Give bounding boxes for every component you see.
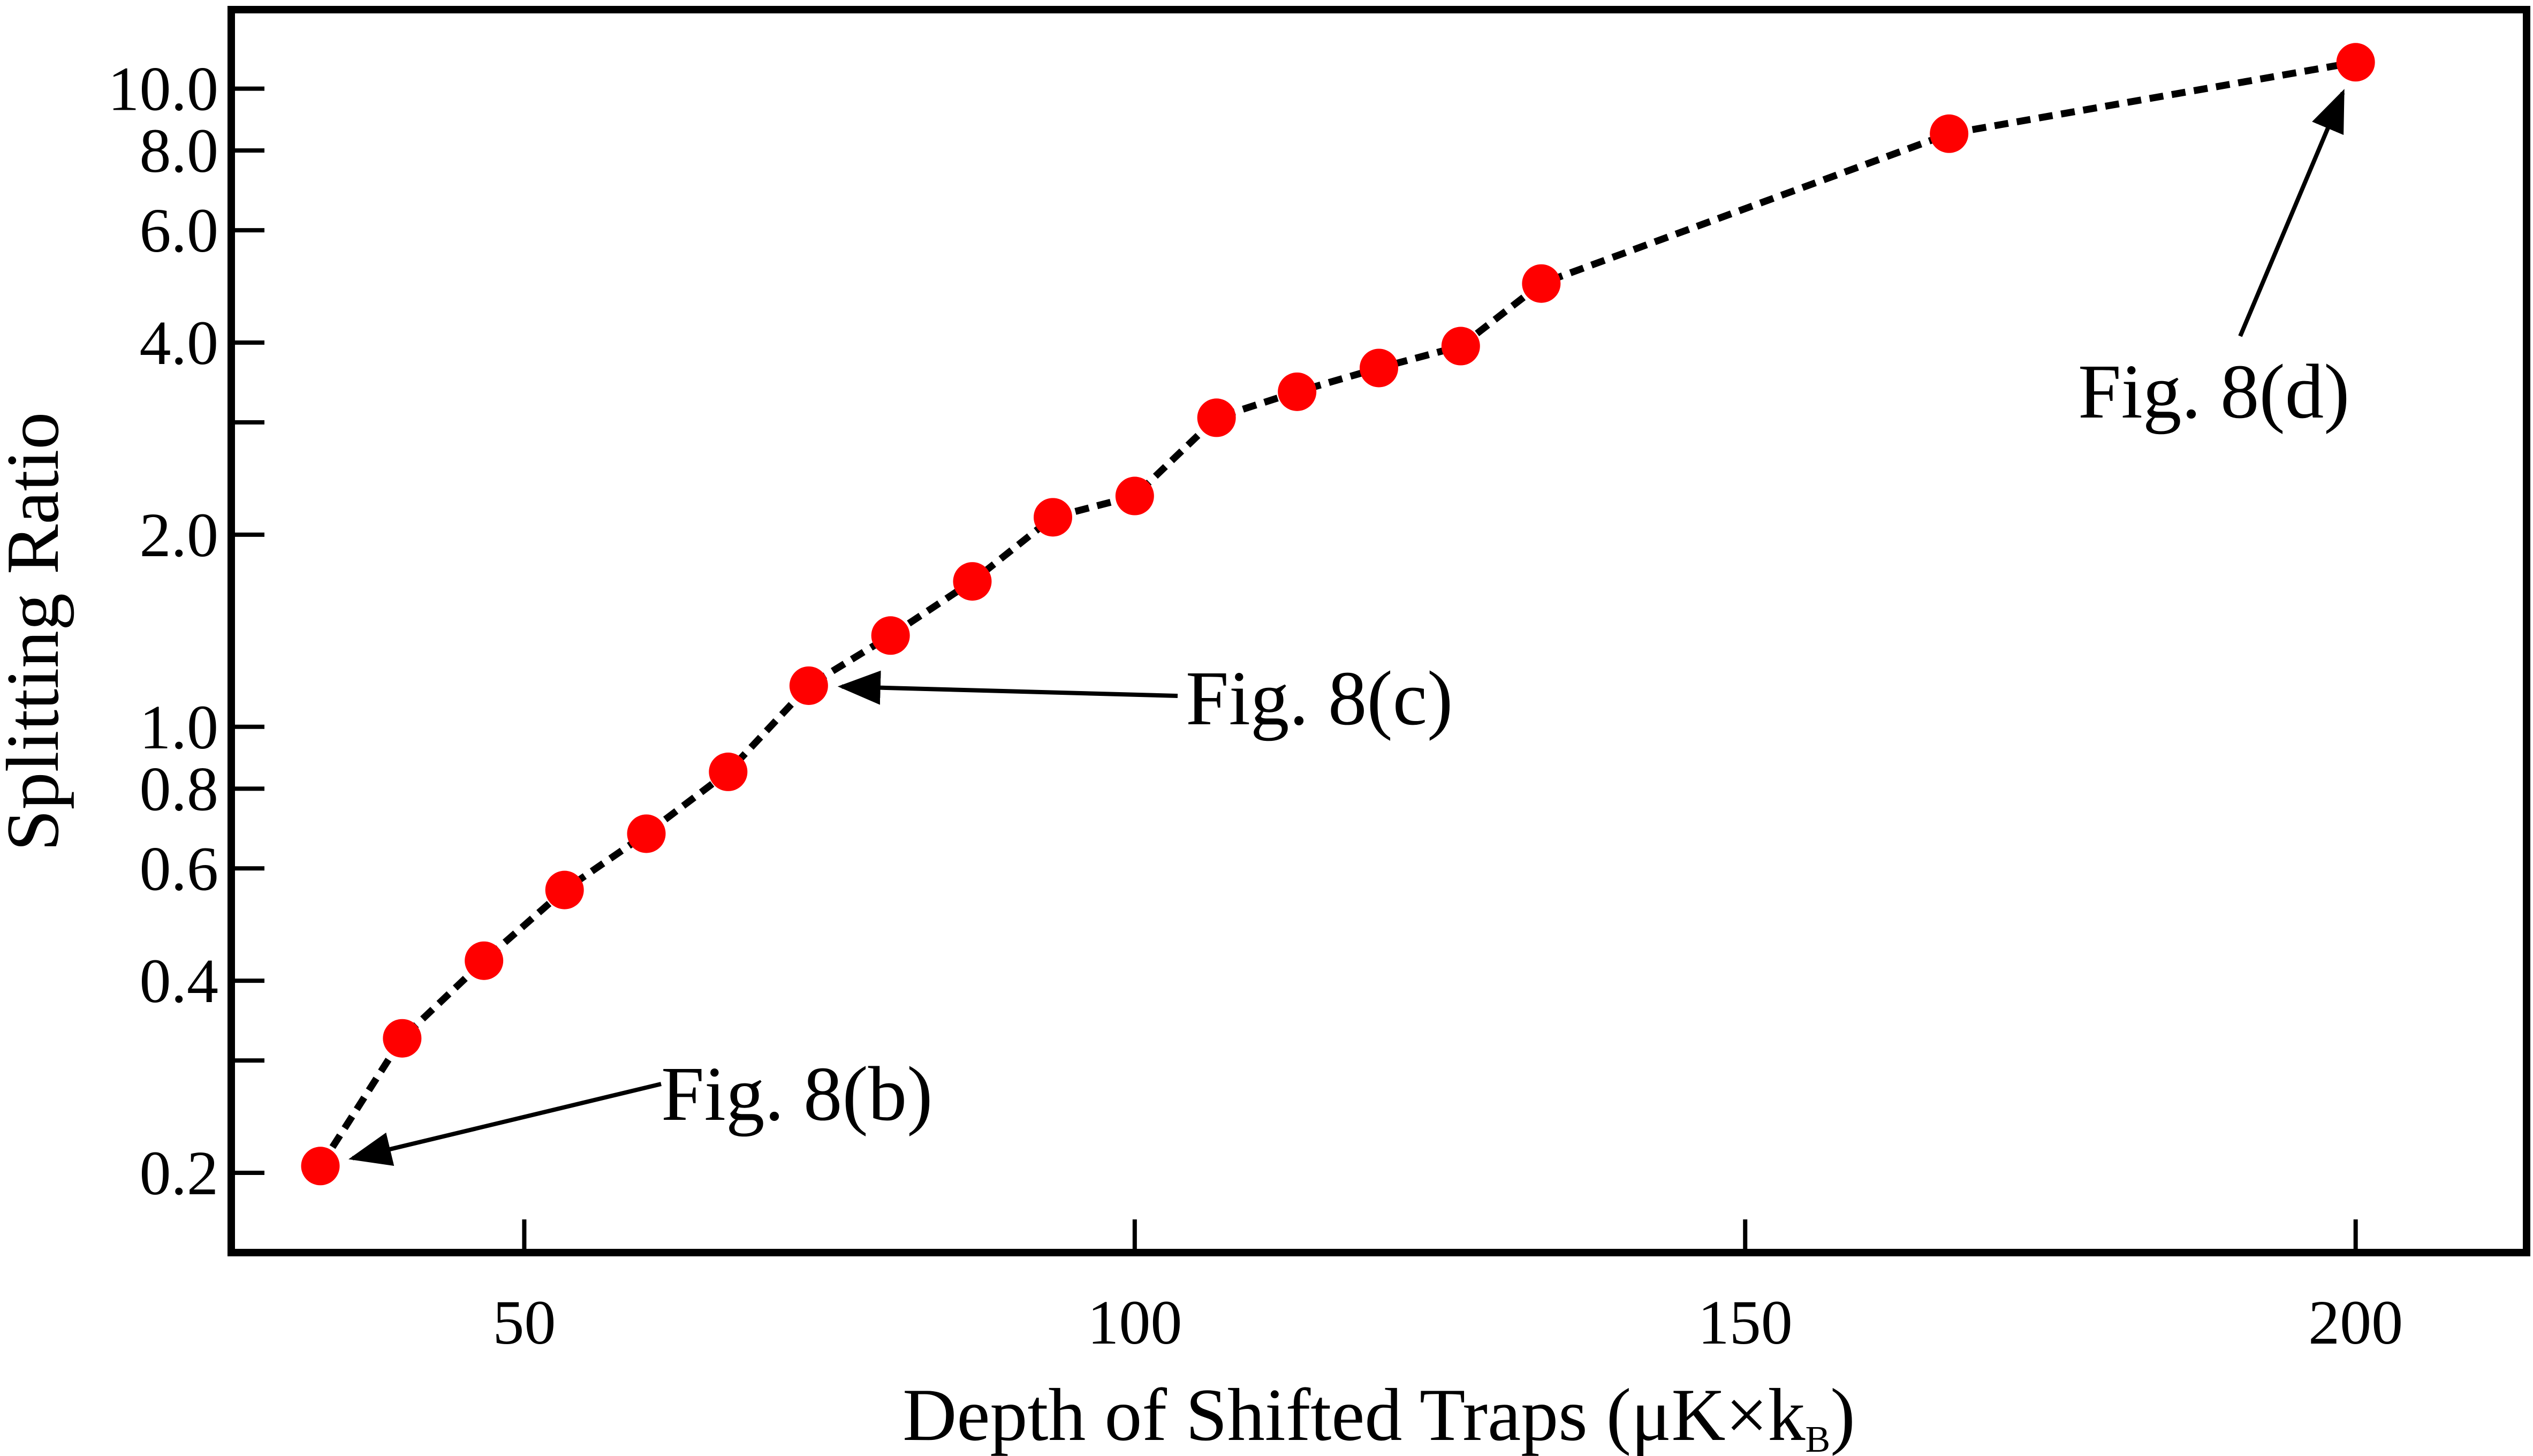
annotations: Fig. 8(b) Fig. 8(c) Fig. 8(d): [348, 89, 2350, 1166]
y-tick-label: 6.0: [140, 195, 219, 266]
y-tick-label: 0.8: [140, 754, 219, 824]
annotation-arrow: [2238, 89, 2345, 337]
data-point: [709, 752, 748, 791]
data-point: [1278, 372, 1317, 411]
y-tick-label: 0.6: [140, 833, 219, 904]
x-tick-label: 50: [492, 1287, 556, 1358]
data-point: [465, 941, 504, 980]
y-tick-label: 1.0: [140, 692, 219, 762]
data-point: [1360, 348, 1398, 388]
data-point: [301, 1147, 340, 1186]
y-tick-label: 8.0: [140, 116, 219, 186]
series-line: [317, 58, 2356, 1168]
data-point: [1197, 398, 1236, 437]
annotation-arrow: [348, 1082, 662, 1166]
plot-frame: [227, 6, 2530, 1256]
data-point: [1034, 498, 1073, 537]
data-point: [789, 666, 828, 705]
x-tick-label: 150: [1698, 1287, 1793, 1358]
annotation-label: Fig. 8(c): [1186, 656, 1453, 741]
y-axis-title: Splitting Ratio: [0, 412, 74, 852]
data-point: [1930, 114, 1969, 153]
data-point: [627, 814, 666, 853]
data-point: [1115, 476, 1154, 515]
y-tick-label: 10.0: [108, 54, 219, 124]
y-tick-label: 0.2: [140, 1138, 219, 1208]
annotation-label: Fig. 8(b): [661, 1051, 933, 1137]
x-axis-title: Depth of Shifted Traps (μK×kB): [903, 1374, 1855, 1456]
data-point: [871, 616, 910, 655]
y-tick-label: 4.0: [140, 308, 219, 378]
x-tick-label: 200: [2308, 1287, 2403, 1358]
axis-ticks: 50 100 150 200 0.2 0.4 0.6 0.81.0 2.0 4.0 6.0 8.010…: [108, 54, 2403, 1358]
data-point: [2336, 43, 2375, 82]
data-point: [1441, 327, 1480, 366]
data-point: [1522, 264, 1561, 303]
data-point: [545, 870, 584, 909]
data-series: [301, 43, 2375, 1186]
y-tick-label: 2.0: [140, 500, 219, 570]
data-point: [953, 562, 992, 601]
x-tick-label: 100: [1087, 1287, 1182, 1358]
y-tick-label: 0.4: [140, 946, 219, 1016]
annotation-arrow: [837, 670, 1178, 705]
data-point: [383, 1019, 422, 1058]
annotation-label: Fig. 8(d): [2078, 349, 2350, 435]
